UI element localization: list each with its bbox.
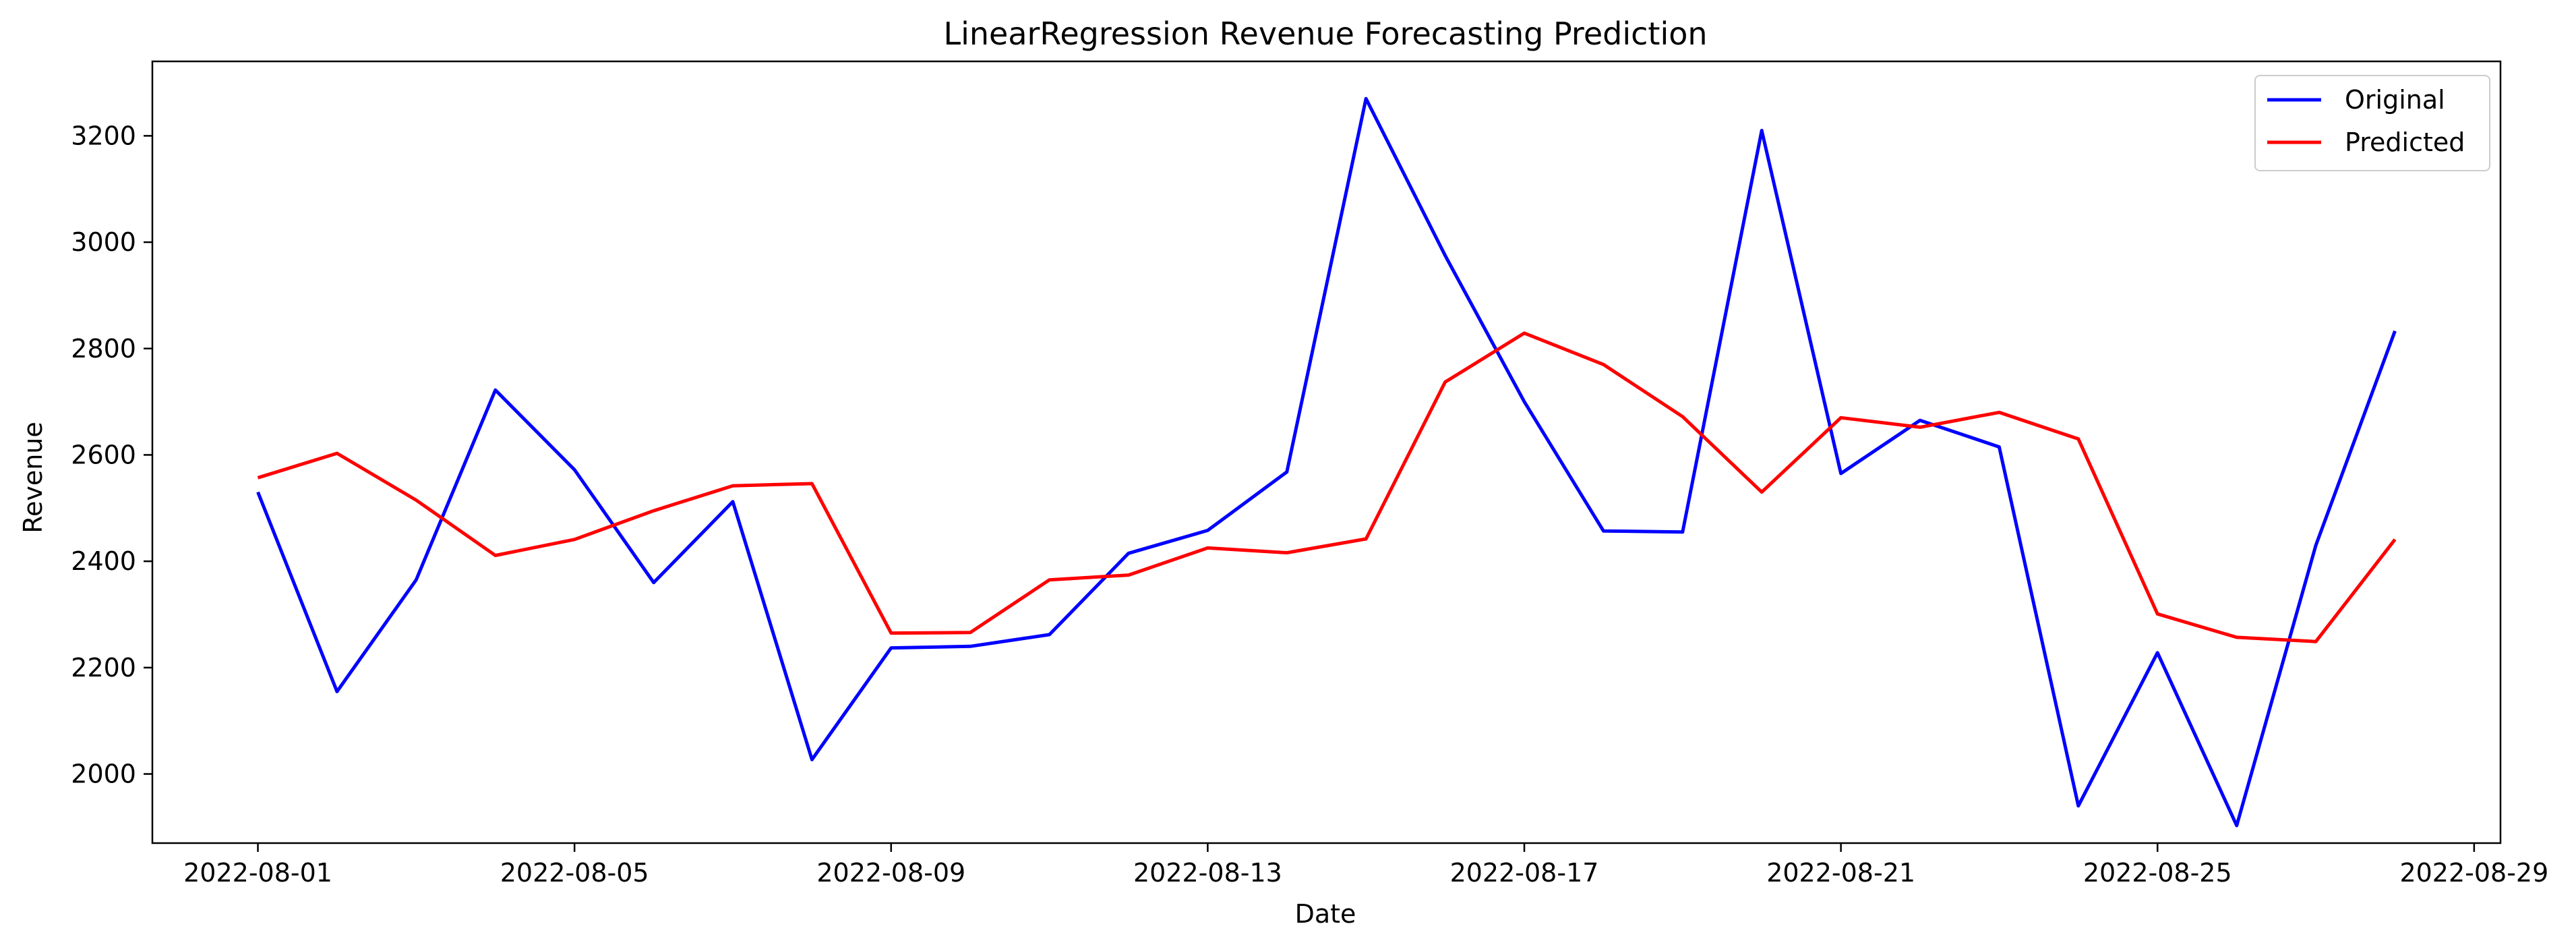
x-tick-label: 2022-08-05 bbox=[500, 858, 649, 888]
x-tick-label: 2022-08-17 bbox=[1450, 858, 1599, 888]
legend-label-predicted: Predicted bbox=[2345, 127, 2465, 157]
x-tick-label: 2022-08-25 bbox=[2083, 858, 2232, 888]
x-tick-label: 2022-08-01 bbox=[183, 858, 332, 888]
x-tick-label: 2022-08-09 bbox=[816, 858, 965, 888]
x-axis-label: Date bbox=[1295, 899, 1356, 929]
x-tick-label: 2022-08-21 bbox=[1766, 858, 1915, 888]
legend: Original Predicted bbox=[2254, 75, 2490, 171]
y-axis-label: Revenue bbox=[18, 422, 48, 534]
legend-label-original: Original bbox=[2345, 85, 2445, 115]
x-tick-label: 2022-08-13 bbox=[1133, 858, 1282, 888]
plot-area-frame bbox=[151, 60, 2502, 844]
y-tick-label: 2600 bbox=[71, 440, 136, 469]
y-tick-label: 3000 bbox=[71, 227, 136, 257]
y-tick-label: 2000 bbox=[71, 759, 136, 789]
y-tick-label: 2800 bbox=[71, 334, 136, 364]
axis-layer: 2000 2200 2400 2600 2800 3000 3200 2022-08-01 20… bbox=[71, 121, 2548, 888]
series-line-predicted bbox=[257, 331, 2397, 643]
y-tick-label: 2200 bbox=[71, 653, 136, 683]
x-tick-label: 2022-08-29 bbox=[2399, 858, 2548, 888]
series-line-original bbox=[256, 96, 2397, 828]
chart-title: LinearRegression Revenue Forecasting Pre… bbox=[943, 16, 1707, 52]
series-layer bbox=[256, 96, 2397, 828]
y-tick-label: 2400 bbox=[71, 546, 136, 576]
y-tick-label: 3200 bbox=[71, 121, 136, 150]
